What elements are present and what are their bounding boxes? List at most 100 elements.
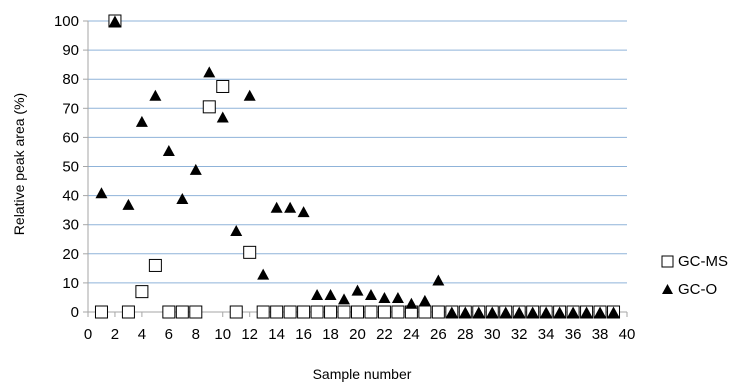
x-tick-label: 26 [430,326,447,343]
x-tick-label: 8 [192,326,200,343]
x-tick-label: 22 [376,326,393,343]
legend-gc-o-label: GC-O [678,281,717,298]
y-tick-label: 80 [62,71,79,88]
gc-o-point [607,306,620,318]
gc-ms-point [256,305,270,319]
x-tick-label: 30 [484,326,501,343]
gc-ms-point [229,305,243,319]
gc-o-point [580,306,593,318]
gc-ms-point [377,305,391,319]
x-tick-labels: 0 2 4 6 8 10 12 14 16 18 20 22 24 26 28 30 32 34 36 38 40 [84,312,636,343]
x-tick-label: 4 [138,326,146,343]
x-tick-label: 28 [457,326,474,343]
gc-o-point [418,294,431,306]
gc-o-point [472,306,485,318]
gc-o-point [499,306,512,318]
gridlines [88,20,627,284]
legend-gc-ms-marker [661,255,674,268]
gc-ms-point [148,258,162,272]
gc-ms-point [418,305,432,319]
gc-o-point [351,284,364,296]
gc-o-point [324,289,337,301]
x-tick-label: 12 [241,326,258,343]
gc-o-point [378,291,391,303]
y-tick-label: 10 [62,275,79,292]
gc-o-point [391,291,404,303]
gc-o-point [122,198,135,210]
gc-ms-point [310,305,324,319]
x-tick-label: 40 [619,326,636,343]
gc-o-point [135,115,148,127]
gc-o-point [405,297,418,309]
gc-o-point [176,193,189,205]
gc-o-point [257,268,270,280]
gc-ms-point [243,245,257,259]
gc-ms-point [431,305,445,319]
gc-o-point [526,306,539,318]
gc-o-point [149,89,162,101]
gc-o-point [445,306,458,318]
data-points [94,14,621,319]
gc-ms-point [297,305,311,319]
y-tick-label: 0 [71,304,79,321]
x-tick-label: 32 [511,326,528,343]
y-tick-label: 30 [62,217,79,234]
gc-ms-point [324,305,338,319]
gc-ms-point [94,305,108,319]
gc-o-point [95,187,108,199]
gc-ms-point [189,305,203,319]
gc-o-point [230,225,243,237]
gc-o-point [270,201,283,213]
gc-o-point [297,206,310,218]
legend: GC-MS GC-O [661,253,728,298]
gc-o-point [540,306,553,318]
y-axis-label: Relative peak area (%) [11,93,27,235]
gc-ms-point [216,79,230,93]
gc-ms-point [270,305,284,319]
x-tick-label: 38 [592,326,609,343]
x-tick-label: 0 [84,326,92,343]
x-tick-label: 24 [403,326,420,343]
gc-ms-point [202,100,216,114]
y-tick-label: 100 [54,13,79,30]
gc-o-point [364,289,377,301]
x-tick-label: 20 [349,326,366,343]
gc-o-point [108,15,121,27]
gc-ms-point [351,305,364,319]
gc-o-point [432,274,445,286]
gc-o-point [311,289,324,301]
x-tick-label: 18 [322,326,339,343]
gc-o-point [553,306,566,318]
y-tick-label: 40 [62,188,79,205]
legend-gc-o-marker [662,284,673,294]
gc-o-point [284,201,297,213]
y-tick-label: 70 [62,100,79,117]
y-tick-label: 60 [62,129,79,146]
gc-o-point [162,144,175,156]
gc-o-point [459,306,472,318]
gc-o-point [243,89,256,101]
gc-ms-point [337,305,351,319]
gc-o-point [594,306,607,318]
gc-ms-point [135,285,149,299]
gc-o-point [203,66,216,78]
x-tick-label: 6 [165,326,173,343]
x-tick-label: 14 [268,326,285,343]
legend-gc-ms-label: GC-MS [678,253,728,270]
x-tick-label: 2 [111,326,119,343]
gc-ms-point [283,305,297,319]
x-tick-label: 34 [538,326,555,343]
y-tick-label: 90 [62,42,79,59]
gc-ms-point [162,305,176,319]
gc-ms-point [364,305,378,319]
gc-o-point [486,306,499,318]
y-tick-label: 20 [62,246,79,263]
gc-ms-point [175,305,189,319]
x-tick-label: 36 [565,326,582,343]
gc-ms-point [121,305,135,319]
x-axis-label: Sample number [313,366,412,382]
gc-o-point [338,293,351,305]
y-tick-labels: 0 10 20 30 40 50 60 70 80 90 100 [54,13,88,321]
y-tick-label: 50 [62,159,79,176]
